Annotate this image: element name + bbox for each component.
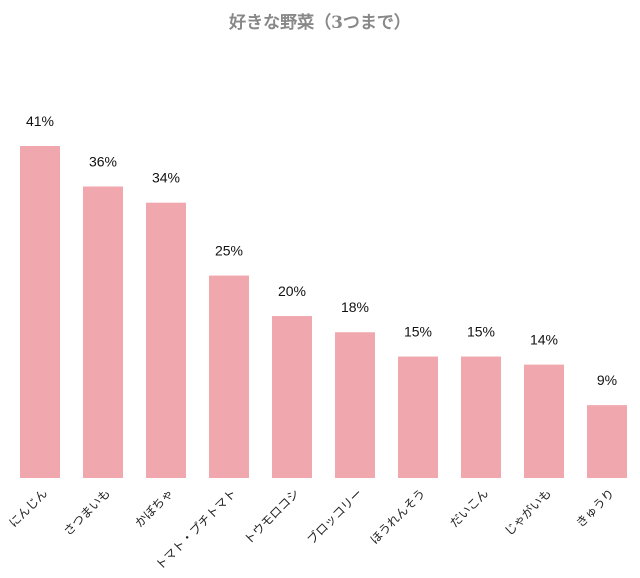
category-label-7: ほうれんそう (367, 486, 428, 547)
value-label-5: 20% (278, 283, 306, 299)
bar-4 (209, 275, 249, 478)
category-label-10: きゅうり (573, 486, 617, 530)
value-label-6: 18% (341, 299, 369, 315)
value-label-2: 36% (89, 153, 117, 169)
bar-8 (461, 356, 501, 478)
category-label-9: じゃがいも (501, 486, 554, 539)
category-label-1: にんじん (6, 486, 50, 530)
bar-5 (272, 316, 312, 478)
bar-10 (587, 405, 627, 478)
bar-9 (524, 364, 564, 478)
bar-1 (20, 146, 60, 478)
value-label-3: 34% (152, 170, 180, 186)
category-label-2: さつまいも (61, 486, 113, 538)
category-label-6: ブロッコリー (304, 486, 366, 548)
category-label-3: かぼちゃ (132, 486, 176, 530)
chart-title: 好きな野菜（3つまで） (229, 13, 411, 33)
bar-2 (83, 186, 123, 479)
category-label-5: トウモロコシ (241, 486, 302, 547)
bar-7 (398, 356, 438, 478)
value-label-9: 14% (530, 332, 558, 348)
bar-3 (146, 202, 186, 478)
value-label-10: 9% (597, 372, 617, 388)
value-label-1: 41% (26, 113, 54, 129)
value-label-7: 15% (404, 324, 432, 340)
value-label-8: 15% (467, 324, 495, 340)
category-label-8: だいこん (447, 486, 491, 530)
bar-6 (335, 332, 375, 478)
value-label-4: 25% (215, 243, 243, 259)
